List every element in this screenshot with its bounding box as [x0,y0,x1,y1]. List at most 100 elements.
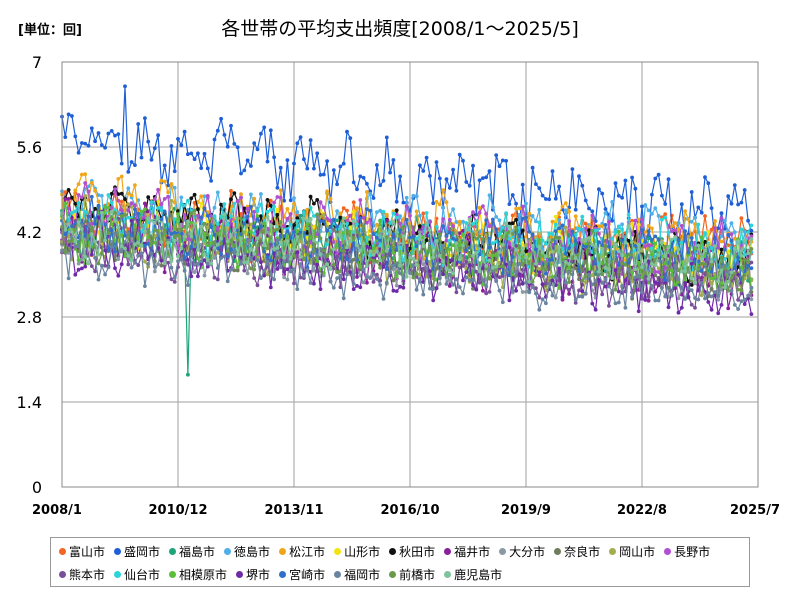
data-point [683,209,687,214]
plot-frame [61,61,759,488]
data-point [89,126,94,131]
data-point [318,236,323,241]
data-point [517,206,522,211]
data-point [298,262,303,266]
x-tick-label: 2013/11 [264,503,323,518]
data-point [527,252,532,257]
data-point [328,235,333,240]
data-point [305,166,310,171]
data-point [411,275,416,280]
data-point [540,250,545,255]
data-point [616,300,621,305]
data-point [464,260,469,264]
data-point [302,274,306,278]
data-point [255,209,260,213]
data-point [318,267,323,272]
data-point [451,207,455,212]
data-point [76,193,81,197]
data-point [268,203,273,208]
data-point [699,261,704,266]
data-point [570,272,575,277]
data-point [636,274,641,278]
data-point [222,212,227,217]
legend-marker [114,570,122,578]
data-point [169,259,174,263]
data-point [451,271,455,276]
data-point [371,246,376,251]
x-tick-label: 2019/9 [501,503,551,518]
data-point [63,135,68,140]
data-point [560,258,565,262]
data-point [504,159,508,163]
data-point [176,209,180,214]
data-point [742,252,747,257]
data-point [83,264,88,269]
data-point [123,240,127,244]
data-point [265,230,270,235]
data-point [219,241,224,246]
data-point [607,284,611,289]
data-point [99,143,104,147]
data-point [394,247,399,252]
data-point [308,236,313,240]
data-point [259,230,263,235]
data-point [746,293,750,298]
data-point [553,295,558,300]
data-point [414,244,419,249]
data-point [497,250,502,254]
data-point [464,275,469,280]
data-point [447,265,452,269]
data-point [398,263,402,268]
data-point [331,168,336,173]
data-point [225,254,230,259]
data-point [378,243,383,248]
data-point [394,229,399,234]
data-point [335,276,339,280]
data-point [302,157,306,162]
data-point [626,239,631,243]
data-point [225,239,230,244]
data-point [76,217,81,222]
data-point [520,281,525,286]
data-point [414,236,419,241]
data-point [610,218,615,223]
data-point [640,296,644,301]
data-point [650,237,654,242]
data-point [272,204,276,209]
data-point [534,273,538,277]
data-point [474,219,479,224]
data-point [408,246,412,251]
data-point [706,181,711,186]
data-point [437,253,442,258]
data-point [673,282,677,287]
data-point [282,224,286,229]
data-point [547,238,552,243]
data-point [401,225,406,229]
data-point [70,114,74,118]
legend-label: 大分市 [509,545,546,559]
data-point [371,258,376,263]
data-point [388,221,392,226]
data-point [133,228,137,233]
data-point [83,209,88,214]
data-point [610,276,615,280]
data-point [567,209,571,214]
data-point [444,200,449,205]
data-point [189,220,194,225]
data-point [268,258,273,263]
data-point [365,190,369,194]
data-point [282,246,286,251]
data-point [335,242,339,247]
data-point [408,235,412,240]
data-point [73,209,78,214]
data-point [653,176,658,181]
data-point [464,228,469,232]
data-point [288,198,293,203]
y-tick-label: 1.4 [17,393,42,412]
data-point [89,180,94,185]
data-point [66,222,71,227]
data-point [378,265,383,270]
data-point [152,240,157,245]
data-point [418,230,422,235]
data-point [262,249,267,254]
